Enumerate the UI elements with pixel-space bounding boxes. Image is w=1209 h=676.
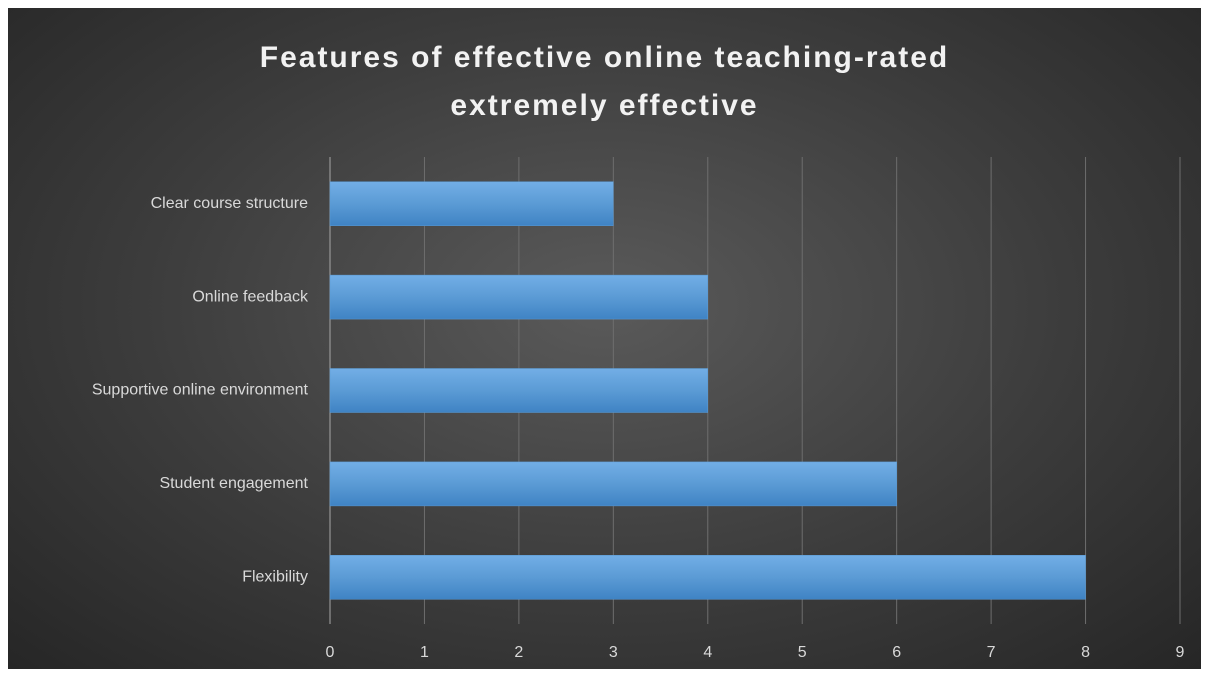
- y-tick-label: Flexibility: [242, 569, 308, 586]
- chart-area: 0 1 2 3 4 5 6 7 8 9 Clear course structure Online f…: [8, 8, 1201, 669]
- x-tick-label: 5: [798, 644, 807, 661]
- bar: [329, 555, 1086, 600]
- x-tick-label: 7: [987, 644, 996, 661]
- x-tick-label: 8: [1081, 644, 1090, 661]
- bar: [329, 461, 897, 507]
- chart-title: Features of effective online teaching-ra…: [259, 41, 950, 122]
- y-tick-label: Online feedback: [192, 288, 309, 305]
- bar: [329, 274, 709, 320]
- x-tick-label: 3: [609, 644, 618, 661]
- y-tick-label: Supportive online environment: [92, 382, 309, 399]
- x-tick-label: 4: [703, 644, 712, 661]
- y-tick-label: Clear course structure: [151, 195, 308, 212]
- chart: 0 1 2 3 4 5 6 7 8 9 Clear course structure Online f…: [92, 157, 1185, 661]
- y-tick-label: Student engagement: [159, 475, 308, 492]
- x-tick-label: 6: [892, 644, 901, 661]
- x-tick-label: 1: [420, 644, 429, 661]
- x-tick-label: 9: [1176, 644, 1185, 661]
- bar: [329, 181, 614, 226]
- x-tick-label: 0: [326, 644, 335, 661]
- bar: [329, 368, 709, 413]
- x-tick-label: 2: [514, 644, 523, 661]
